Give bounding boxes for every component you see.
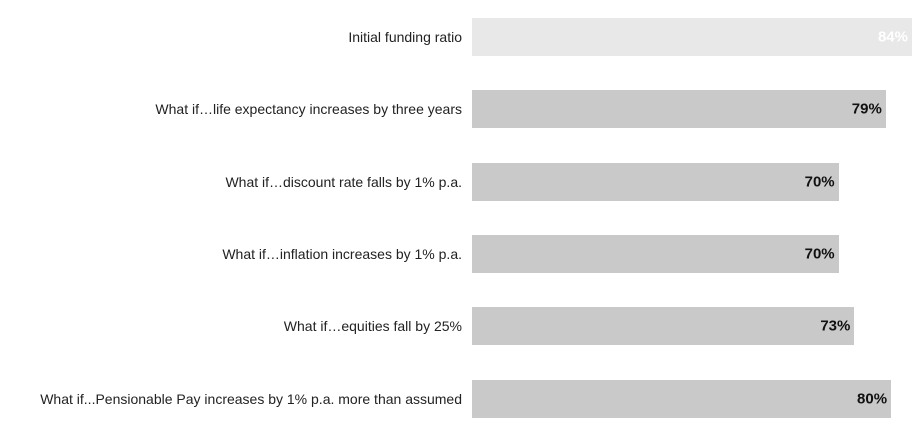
value-label: 70%: [804, 245, 835, 263]
bar: [472, 18, 912, 56]
bar: [472, 307, 855, 346]
bar: [472, 234, 839, 273]
category-label: What if…discount rate falls by 1% p.a.: [225, 173, 462, 190]
category-label: What if…life expectancy increases by thr…: [155, 101, 462, 118]
bar: [472, 90, 886, 129]
category-label: What if…equities fall by 25%: [283, 318, 462, 335]
value-label: 73%: [820, 317, 851, 335]
category-label: Initial funding ratio: [348, 29, 462, 45]
value-label: 79%: [851, 100, 882, 118]
bar: [472, 379, 892, 418]
bar: [472, 162, 839, 201]
value-label: 84%: [877, 28, 908, 46]
category-label: What if...Pensionable Pay increases by 1…: [40, 390, 462, 407]
category-label: What if…inflation increases by 1% p.a.: [222, 245, 462, 262]
value-label: 80%: [857, 390, 888, 407]
value-label: 70%: [804, 173, 835, 191]
